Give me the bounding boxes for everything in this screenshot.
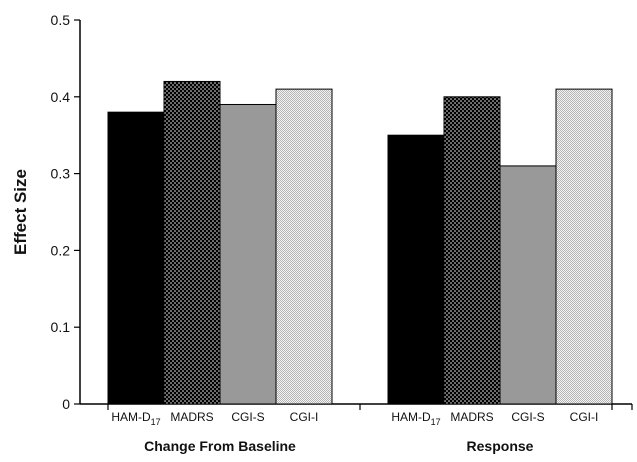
y-tick-label: 0.4 — [51, 89, 71, 105]
category-label: CGI-S — [511, 410, 544, 424]
bar-cgi-i-change-from-baseline — [275, 88, 333, 405]
y-tick-label: 0.2 — [51, 242, 71, 258]
bar-madrs-response — [443, 96, 501, 405]
y-tick-label: 0 — [62, 396, 70, 412]
category-label-subscript: 17 — [151, 417, 161, 427]
category-label-main: HAM-D — [391, 410, 431, 424]
bar-madrs-change-from-baseline — [163, 80, 221, 405]
bar-ham-d17-change-from-baseline — [107, 111, 165, 405]
category-label: CGI-S — [231, 410, 264, 424]
y-tick-label: 0.5 — [51, 12, 71, 28]
y-axis-label: Effect Size — [11, 169, 30, 255]
category-label: HAM-D17 — [111, 410, 160, 427]
bars — [107, 80, 613, 405]
y-axis-label-group: Effect Size — [11, 169, 30, 255]
bar-cgi-i-response — [555, 88, 613, 405]
bar-ham-d17-response — [387, 134, 445, 405]
category-label-subscript: 17 — [431, 417, 441, 427]
y-tick-label: 0.1 — [51, 319, 71, 335]
group-label: Change From Baseline — [144, 438, 296, 454]
bar-cgi-s-change-from-baseline — [219, 103, 277, 405]
category-label: HAM-D17 — [391, 410, 440, 427]
category-label: MADRS — [450, 410, 493, 424]
group-label: Response — [467, 438, 534, 454]
y-tick-label: 0.3 — [51, 166, 71, 182]
category-label: MADRS — [170, 410, 213, 424]
bar-cgi-s-response — [499, 165, 557, 405]
category-label: CGI-I — [290, 410, 319, 424]
category-label: CGI-I — [570, 410, 599, 424]
category-label-main: HAM-D — [111, 410, 151, 424]
